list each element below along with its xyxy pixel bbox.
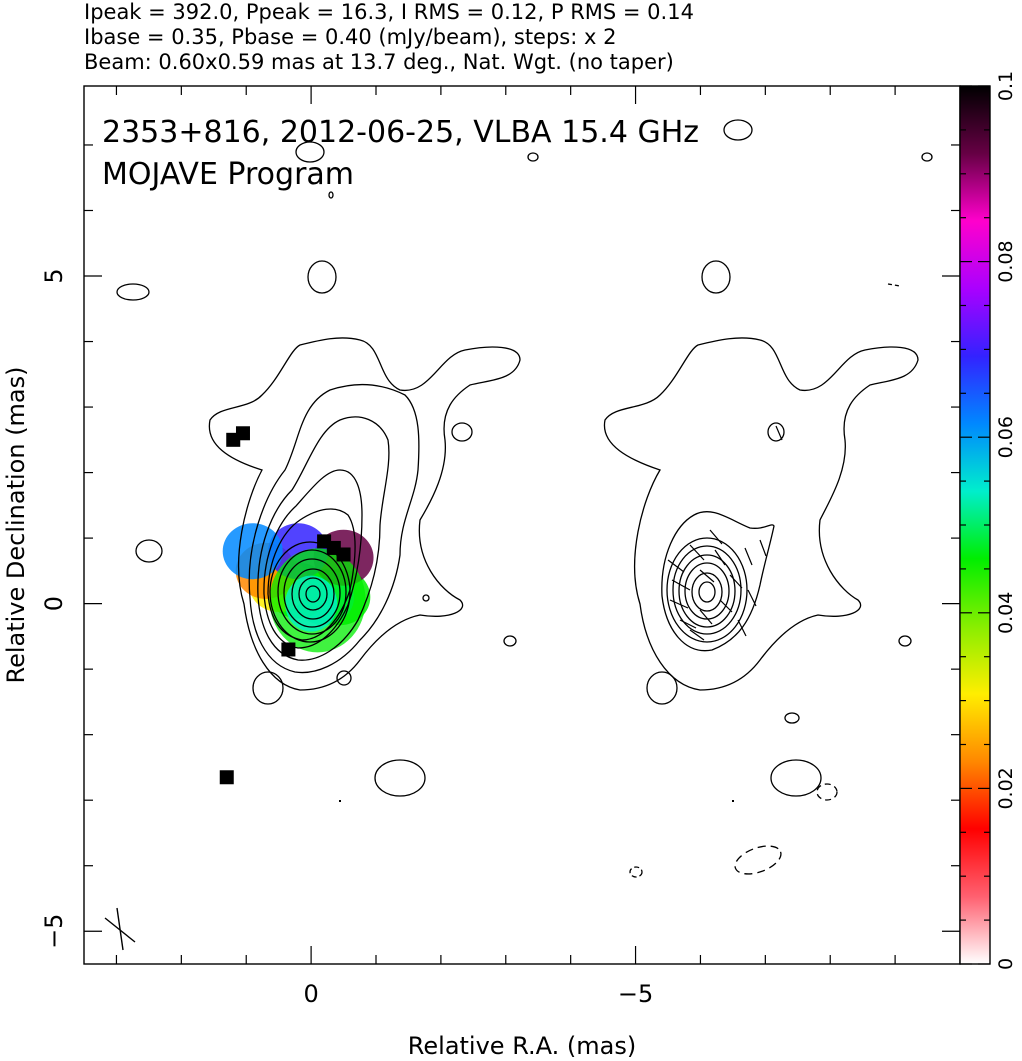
contour-l4 [263, 469, 363, 649]
evpa-vectors [667, 425, 783, 641]
contour-island [921, 152, 933, 162]
contour-l2 [248, 383, 420, 674]
small-marks [339, 800, 734, 802]
beam-cross [104, 907, 136, 951]
colorbar-tick-label: 0.1 [995, 71, 1017, 101]
colorbar-ticks [960, 85, 990, 965]
contour-island [295, 141, 325, 163]
colorbar-tick-label: 0.04 [995, 592, 1017, 634]
contour-island [723, 119, 753, 141]
y-tick-label: 5 [40, 268, 68, 283]
colorbar-tick-label: 0.06 [995, 416, 1017, 458]
y-tick-label: −5 [40, 914, 68, 949]
dot-mark [732, 800, 734, 802]
dot-mark [339, 800, 341, 802]
contour-island [527, 152, 539, 162]
contour-l8 [283, 558, 341, 628]
x-tick-label: −5 [618, 980, 653, 1008]
contour-negative [887, 283, 901, 287]
contour-island [770, 759, 822, 797]
contour-island [503, 635, 517, 647]
y-axis-label: Relative Declination (mas) [2, 366, 30, 683]
contour-r2 [661, 511, 775, 652]
contour-island [328, 191, 334, 199]
contour-island [374, 759, 426, 797]
pol-patch [222, 523, 283, 580]
contour-negative [629, 866, 643, 878]
contour-r7 [691, 572, 723, 612]
x-tick-label: 0 [303, 980, 318, 1008]
contour-r5 [678, 554, 736, 628]
contour-l7 [277, 549, 347, 635]
pol-pixel-high [226, 432, 241, 447]
colorbar-tick-labels: 0 0.02 0.04 0.06 0.08 0.1 [995, 71, 1017, 970]
contour-island [135, 539, 163, 563]
pol-core-center [285, 575, 338, 632]
pol-pixel-high [219, 770, 234, 785]
contour-negative [734, 845, 782, 875]
contour-island [701, 260, 731, 294]
contour-l3 [257, 416, 390, 661]
contour-island [422, 594, 430, 602]
contour-outer-left [208, 337, 521, 691]
contour-layer [116, 119, 933, 878]
contour-r4 [672, 545, 742, 635]
axis-tick-labels: 0 −5 −5 0 5 [40, 268, 653, 1008]
chart-subtitle: MOJAVE Program [102, 157, 354, 192]
axis-ticks [84, 86, 960, 964]
contour-l9 [291, 568, 335, 620]
polarization-color-layer [219, 426, 374, 785]
contour-island [646, 671, 678, 705]
contour-island [336, 670, 352, 686]
contour-l6 [269, 541, 351, 643]
contour-l11 [305, 585, 321, 603]
pol-pixel-high [317, 534, 332, 549]
x-axis-label: Relative R.A. (mas) [408, 1032, 636, 1060]
contour-island [307, 260, 337, 294]
contour-r3 [666, 537, 748, 643]
plot-frame [83, 85, 961, 965]
y-tick-label: 0 [40, 596, 68, 611]
colorbar-tick-label: 0.08 [995, 240, 1017, 282]
contour-island [252, 671, 284, 705]
contour-island [116, 283, 150, 301]
contour-island [767, 422, 785, 442]
contour-island [898, 635, 912, 647]
contour-outer-right [603, 337, 919, 691]
contour-negative [816, 783, 838, 801]
header-line-1: Ipeak = 392.0, Ppeak = 16.3, I RMS = 0.1… [84, 0, 694, 24]
chart-title: 2353+816, 2012-06-25, VLBA 15.4 GHz [102, 115, 699, 150]
contour-island [451, 422, 473, 442]
header-line-2: Ibase = 0.35, Pbase = 0.40 (mJy/beam), s… [84, 25, 617, 49]
contour-island [784, 712, 800, 724]
contour-l10 [298, 577, 328, 611]
contour-r8 [698, 581, 716, 603]
header-line-3: Beam: 0.60x0.59 mas at 13.7 deg., Nat. W… [84, 50, 674, 74]
colorbar-tick-label: 0.02 [995, 767, 1017, 809]
colorbar-tick-label: 0 [995, 958, 1017, 970]
